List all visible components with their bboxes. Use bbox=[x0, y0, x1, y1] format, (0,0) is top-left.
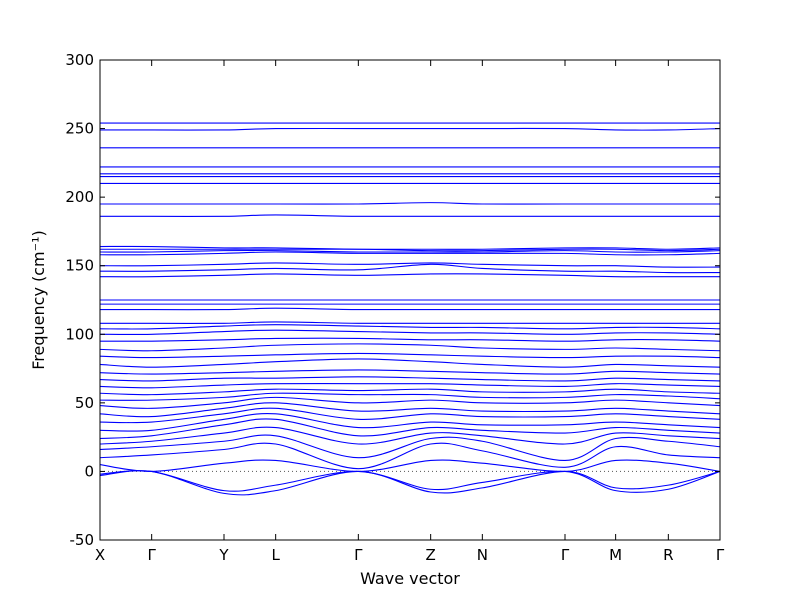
band-line bbox=[100, 369, 720, 375]
band-line bbox=[100, 470, 720, 493]
band-line bbox=[100, 459, 720, 472]
x-tick-label: X bbox=[95, 546, 105, 564]
x-tick-label: N bbox=[477, 546, 488, 564]
y-tick-label: 50 bbox=[75, 394, 94, 412]
x-tick-label: Γ bbox=[716, 546, 725, 564]
band-line bbox=[100, 418, 720, 440]
band-line bbox=[100, 388, 720, 396]
y-tick-label: 100 bbox=[65, 325, 94, 343]
band-line bbox=[100, 249, 720, 253]
band-line bbox=[100, 329, 720, 336]
x-tick-label: M bbox=[609, 546, 622, 564]
band-line bbox=[100, 470, 720, 496]
band-line bbox=[100, 214, 720, 217]
band-line bbox=[100, 442, 720, 470]
y-tick-label: 200 bbox=[65, 188, 94, 206]
band-line bbox=[100, 434, 720, 462]
y-axis-label: Frequency (cm⁻¹) bbox=[29, 230, 48, 369]
band-line bbox=[100, 358, 720, 368]
x-tick-label: Y bbox=[218, 546, 229, 564]
band-line bbox=[100, 343, 720, 352]
x-tick-label: R bbox=[663, 546, 673, 564]
band-line bbox=[100, 307, 720, 311]
plot-frame bbox=[99, 59, 721, 541]
band-line bbox=[100, 263, 720, 274]
x-tick-label: Γ bbox=[354, 546, 363, 564]
x-tick-label: Γ bbox=[561, 546, 570, 564]
band-line bbox=[100, 413, 720, 432]
y-tick-label: 250 bbox=[65, 120, 94, 138]
band-line bbox=[100, 383, 720, 389]
band-line bbox=[100, 426, 720, 445]
y-tick-label: 150 bbox=[65, 257, 94, 275]
band-line bbox=[100, 202, 720, 205]
band-line bbox=[100, 273, 720, 278]
band-line bbox=[100, 337, 720, 342]
y-tick-label: 0 bbox=[84, 462, 94, 480]
band-line bbox=[100, 392, 720, 401]
x-tick-label: Γ bbox=[147, 546, 156, 564]
y-tick-label: 300 bbox=[65, 51, 94, 69]
band-line bbox=[100, 248, 720, 252]
band-line bbox=[100, 407, 720, 424]
y-tick-label: -50 bbox=[70, 531, 95, 549]
band-line bbox=[100, 324, 720, 330]
y-axis-ticks: -50 0 50 100 150 200 250 300 bbox=[65, 51, 720, 549]
band-lines bbox=[100, 122, 720, 496]
band-line bbox=[100, 127, 720, 131]
band-line bbox=[100, 321, 720, 324]
band-line bbox=[100, 251, 720, 256]
band-line bbox=[100, 262, 720, 268]
band-line bbox=[100, 352, 720, 359]
band-line bbox=[100, 402, 720, 418]
x-tick-label: Z bbox=[426, 546, 436, 564]
band-line bbox=[100, 245, 720, 250]
band-line bbox=[100, 396, 720, 409]
band-line bbox=[100, 376, 720, 382]
x-tick-label: L bbox=[271, 546, 280, 564]
x-axis-label: Wave vector bbox=[360, 569, 460, 588]
